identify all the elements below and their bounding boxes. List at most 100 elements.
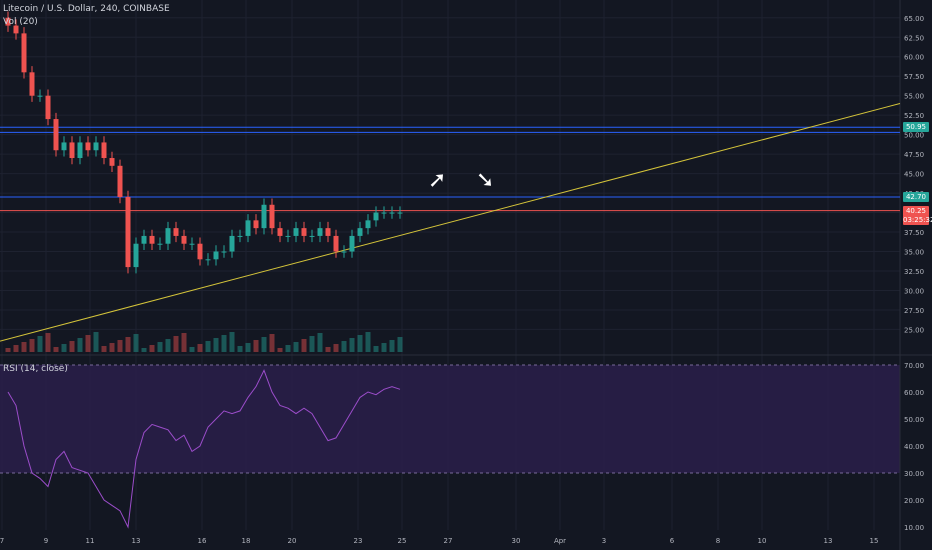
volume-bar (149, 345, 155, 352)
volume-label: Vol (20) (3, 17, 38, 27)
rsi-band (0, 365, 900, 473)
candle-body (253, 220, 259, 229)
candle-body (293, 228, 299, 236)
volume-bar (221, 335, 227, 352)
candle-body (61, 142, 67, 151)
volume-bar (141, 348, 147, 352)
candle-body (37, 95, 43, 97)
price-tick-label: 27.50 (904, 307, 924, 315)
time-axis-label: 8 (716, 537, 720, 545)
time-axis-label: 11 (86, 537, 95, 545)
volume-bar (301, 339, 307, 352)
volume-bar (277, 348, 283, 352)
volume-bar (181, 333, 187, 352)
candle-body (373, 212, 379, 221)
rsi-tick-label: 50.00 (904, 416, 924, 424)
volume-bar (69, 341, 75, 352)
candle-body (69, 142, 75, 159)
candle-body (389, 212, 395, 214)
volume-bar (285, 345, 291, 352)
candle-body (317, 228, 323, 236)
time-axis-label: 3 (602, 537, 606, 545)
candle-body (53, 119, 59, 151)
rsi-tick-label: 60.00 (904, 389, 924, 397)
candle-body (269, 204, 275, 229)
arrow-up-icon: ➚ (428, 168, 447, 193)
volume-bar (365, 332, 371, 352)
arrow-down-icon: ➘ (476, 168, 495, 193)
candle-body (5, 17, 11, 26)
volume-bar (245, 343, 251, 352)
volume-bar (333, 344, 339, 352)
price-tick-label: 62.50 (904, 34, 924, 42)
volume-bar (13, 345, 19, 352)
candle-body (349, 235, 355, 252)
candle-body (133, 243, 139, 268)
rsi-tick-label: 40.00 (904, 443, 924, 451)
volume-bar (85, 335, 91, 352)
price-tick-label: 30.00 (904, 287, 924, 295)
candle-body (29, 72, 35, 96)
candle-body (229, 235, 235, 252)
price-tick-label: 65.00 (904, 15, 924, 23)
time-axis-label: 13 (132, 537, 141, 545)
price-tick-label: 47.50 (904, 151, 924, 159)
candle-body (357, 228, 363, 236)
candle-body (125, 196, 131, 268)
volume-bar (357, 335, 363, 352)
volume-bar (21, 342, 27, 352)
volume-bar (237, 346, 243, 352)
candle-body (333, 235, 339, 252)
volume-bar (53, 347, 59, 352)
price-tick-label: 60.00 (904, 54, 924, 62)
volume-bar (309, 336, 315, 352)
time-axis-label: 16 (198, 537, 207, 545)
volume-bar (373, 346, 379, 352)
volume-bar (189, 347, 195, 352)
volume-bar (125, 337, 131, 352)
candle-body (277, 228, 283, 236)
volume-bar (261, 337, 267, 352)
volume-bar (269, 334, 275, 352)
time-axis-label: 18 (242, 537, 251, 545)
time-axis-label: 23 (354, 537, 363, 545)
candle-body (197, 243, 203, 260)
time-axis-label: 7 (0, 537, 4, 545)
time-axis-label: 9 (44, 537, 48, 545)
volume-bar (45, 333, 51, 352)
price-tag: 40.25 (903, 205, 929, 216)
candle-body (189, 243, 195, 245)
candle-body (285, 235, 291, 237)
volume-bar (349, 338, 355, 352)
time-axis-label: 15 (870, 537, 879, 545)
candle-body (141, 235, 147, 244)
candle-body (325, 228, 331, 236)
candle-body (21, 33, 27, 73)
volume-bar (229, 332, 235, 352)
volume-bar (93, 332, 99, 352)
candle-body (261, 204, 267, 229)
rsi-tick-label: 70.00 (904, 362, 924, 370)
candle-body (341, 251, 347, 253)
candle-body (301, 228, 307, 236)
volume-bar (173, 336, 179, 352)
price-tick-label: 32.50 (904, 268, 924, 276)
price-tag: 50.95 (903, 122, 929, 133)
rsi-tick-label: 20.00 (904, 497, 924, 505)
trendline (0, 103, 901, 342)
rsi-tick-label: 10.00 (904, 524, 924, 532)
volume-bar (205, 341, 211, 352)
rsi-line (7, 369, 401, 529)
volume-bar (117, 340, 123, 352)
volume-bar (77, 338, 83, 352)
volume-bar (253, 340, 259, 352)
price-tag: 42.70 (903, 191, 929, 202)
candle-body (85, 142, 91, 151)
symbol-title: Litecoin / U.S. Dollar, 240, COINBASE (3, 4, 170, 14)
candle-body (237, 235, 243, 237)
volume-bar (133, 334, 139, 352)
candle-body (45, 95, 51, 120)
candle-body (149, 235, 155, 244)
volume-bar (317, 333, 323, 352)
